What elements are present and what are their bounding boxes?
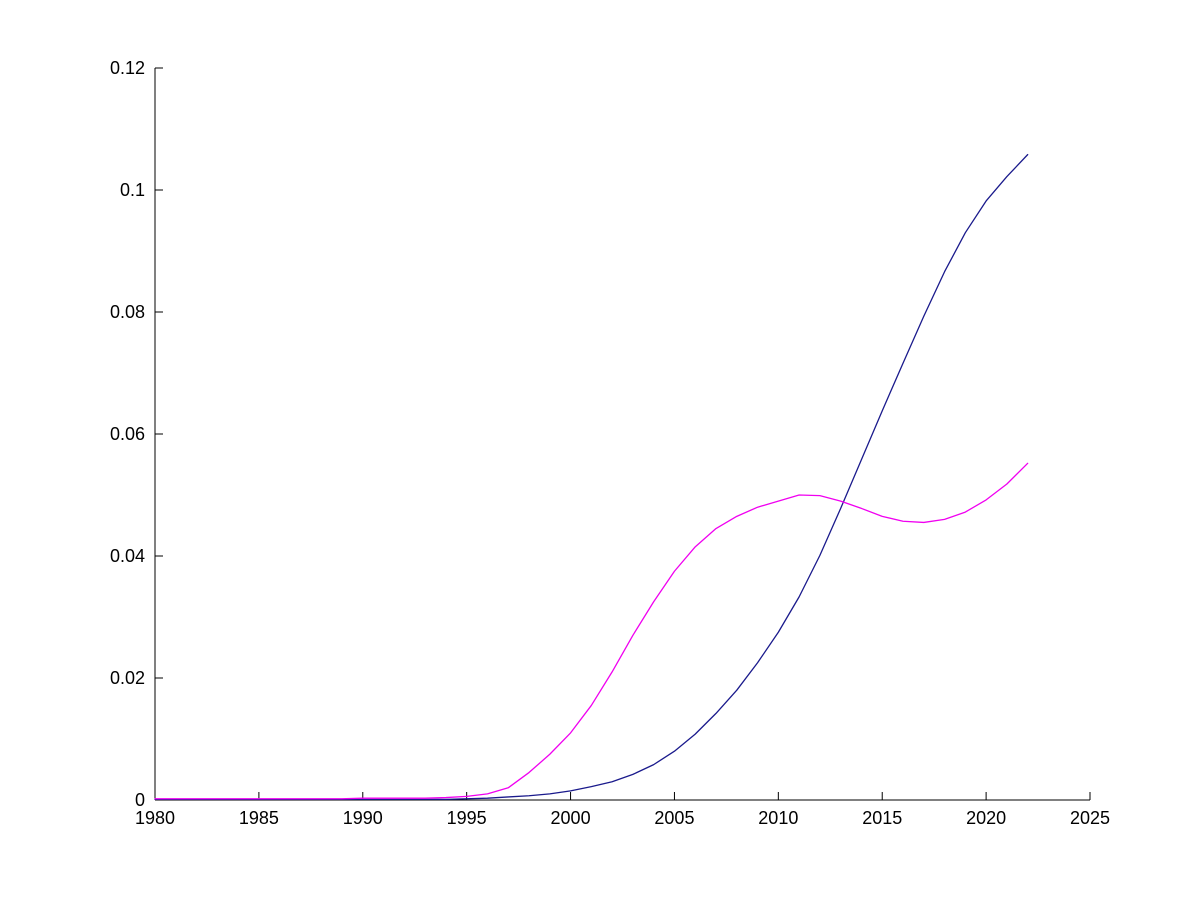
series-line-dark-blue-series	[154, 153, 1029, 801]
x-tick-label: 2005	[654, 808, 694, 828]
y-tick-label: 0.12	[110, 58, 145, 78]
y-tick-label: 0.1	[120, 180, 145, 200]
y-tick-label: 0.04	[110, 546, 145, 566]
x-tick-label: 2020	[966, 808, 1006, 828]
x-tick-label: 2000	[551, 808, 591, 828]
x-tick-label: 2015	[862, 808, 902, 828]
x-tick-label: 1980	[135, 808, 175, 828]
series-line-magenta-series	[154, 462, 1029, 800]
x-tick-label: 2025	[1070, 808, 1110, 828]
y-tick-label: 0.08	[110, 302, 145, 322]
y-tick-label: 0.02	[110, 668, 145, 688]
x-tick-label: 1990	[343, 808, 383, 828]
y-tick-label: 0	[135, 790, 145, 810]
y-tick-label: 0.06	[110, 424, 145, 444]
x-tick-label: 1995	[447, 808, 487, 828]
x-tick-label: 1985	[239, 808, 279, 828]
x-tick-label: 2010	[758, 808, 798, 828]
